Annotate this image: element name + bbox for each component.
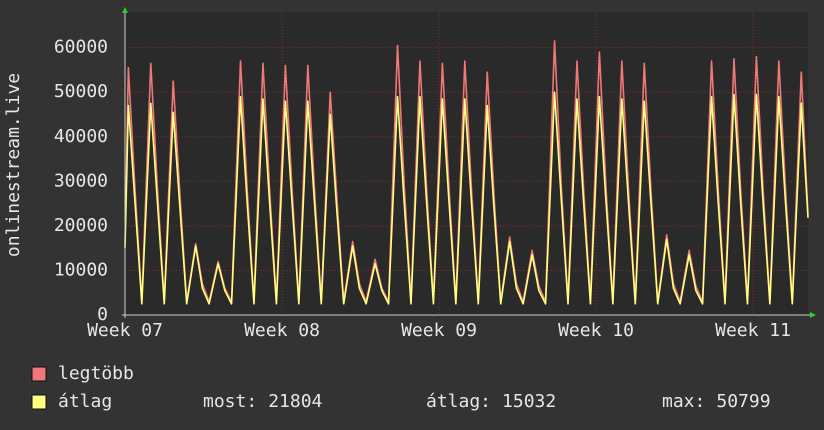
stat-value: 21804 xyxy=(268,391,322,412)
y-tick-label: 20000 xyxy=(54,215,108,236)
x-tick-label: Week 08 xyxy=(244,320,320,341)
y-tick-label: 50000 xyxy=(54,81,108,102)
stat-value: 50799 xyxy=(716,391,770,412)
x-arrow xyxy=(810,312,816,318)
series-line xyxy=(124,91,809,305)
stat: átlag: 15032 xyxy=(426,391,556,412)
legend-label: legtöbb xyxy=(58,363,134,384)
x-tick-label: Week 09 xyxy=(401,320,477,341)
labels: 0 10000 20000 30000 40000 50000 60000 Week 07 We… xyxy=(54,37,791,341)
y-axis-title: onlinestream.live xyxy=(3,73,24,257)
stat: most: 21804 xyxy=(203,391,322,412)
x-tick-label: Week 07 xyxy=(87,320,163,341)
x-tick-label: Week 10 xyxy=(558,320,634,341)
y-tick-label: 30000 xyxy=(54,170,108,191)
stat-label: most: xyxy=(203,391,257,412)
x-tick-label: Week 11 xyxy=(715,320,791,341)
stat: max: 50799 xyxy=(662,391,771,412)
y-tick-label: 0 xyxy=(97,304,108,325)
y-arrow xyxy=(122,7,128,13)
plot-area xyxy=(125,12,808,315)
stat-label: átlag: xyxy=(426,391,491,412)
stat-value: 15032 xyxy=(502,391,556,412)
y-tick-label: 10000 xyxy=(54,259,108,280)
lines xyxy=(124,40,809,305)
y-tick-label: 40000 xyxy=(54,126,108,147)
y-tick-label: 60000 xyxy=(54,37,108,58)
stat-label: max: xyxy=(662,391,705,412)
legend: legtöbb átlag most: 21804 átlag: 15032 max: 507… xyxy=(31,363,771,412)
legend-swatch xyxy=(31,394,47,410)
legend-label: átlag xyxy=(58,391,112,412)
legend-swatch xyxy=(31,366,47,382)
